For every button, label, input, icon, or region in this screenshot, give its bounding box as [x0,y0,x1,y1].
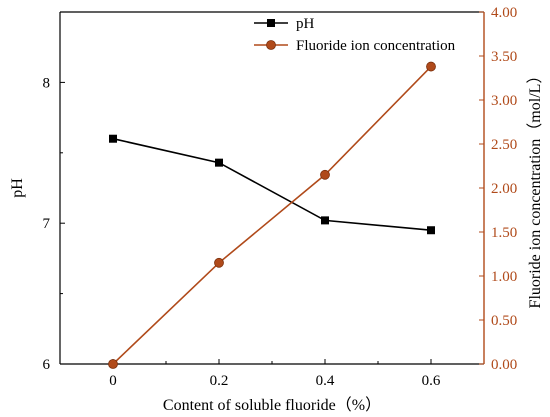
left-y-tick-label: 7 [43,216,51,232]
right-y-tick-label: 2.00 [491,181,517,197]
ph-series-line [112,137,432,231]
series-layer [108,61,436,369]
x-tick-label: 0.6 [422,373,441,389]
plot-frame [59,11,485,365]
right-y-tick-label: 1.50 [491,225,517,241]
fluoride-point [214,257,224,268]
fluoride-point [426,61,436,72]
right-y-axis-title: Fluoride ion concentration（mol/L） [526,68,544,309]
x-axis-title: Content of soluble fluoride（%） [163,396,381,414]
legend: pH Fluoride ion concentration [254,16,456,54]
left-y-axis-title: pH [9,178,26,198]
legend-ph-label: pH [296,16,315,32]
x-tick-label: 0.2 [210,373,229,389]
legend-fluoride-marker [266,40,276,50]
left-y-tick-label: 8 [43,75,51,91]
right-y-tick-label: 1.00 [491,269,517,285]
fluoride-point [108,359,118,369]
right-y-tick-label: 3.00 [491,93,517,109]
x-tick-label: 0.4 [316,373,335,389]
fluoride-point [320,169,330,180]
right-y-tick-label: 2.50 [491,137,517,153]
left-y-tick-label: 6 [43,357,51,373]
x-tick-label: 0 [109,373,117,389]
ph-point [321,216,329,225]
right-y-tick-label: 4.00 [491,5,517,21]
right-y-tick-label: 3.50 [491,49,517,65]
ph-point [215,158,223,167]
left-y-axis-ticks: 6 7 8 [43,75,65,373]
ph-point [427,226,435,235]
ph-point [109,134,117,143]
right-y-tick-label: 0.00 [491,357,517,373]
legend-ph-marker [267,19,275,27]
right-y-axis-ticks: 0.00 0.50 1.00 1.50 2.00 2.50 3.00 3.50 4.00 [479,5,517,373]
fluoride-series-line [112,66,432,365]
right-y-tick-label: 0.50 [491,313,517,329]
legend-fluoride-label: Fluoride ion concentration [296,38,456,54]
x-axis-ticks: 0 0.2 0.4 0.6 [109,359,441,389]
